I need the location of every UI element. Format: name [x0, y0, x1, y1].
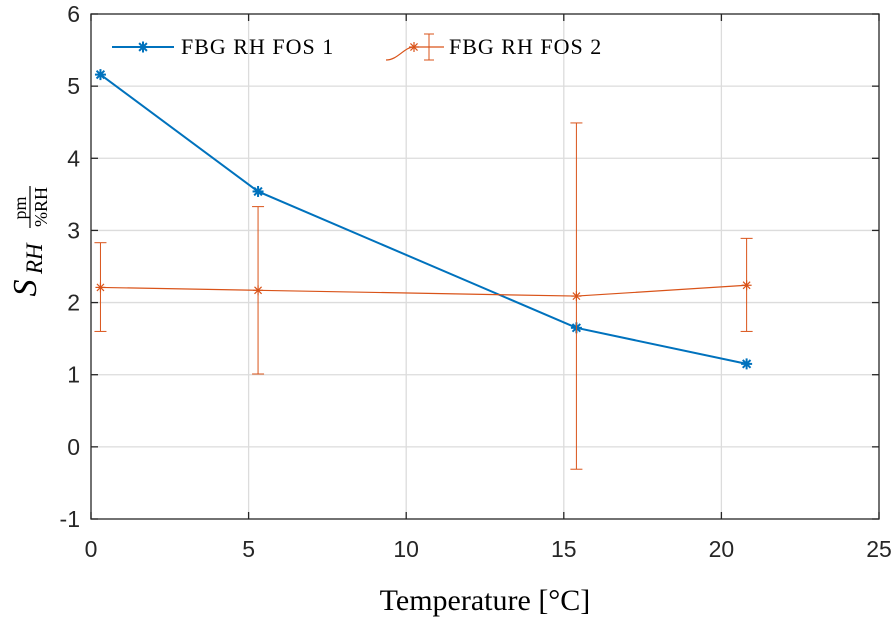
data-point [95, 282, 106, 293]
series-line [99, 73, 747, 365]
legend-marker-series-1 [137, 41, 149, 53]
y-axis-title-fraction-denominator: %RH [31, 187, 51, 227]
legend-marker-series-2 [409, 42, 419, 52]
y-axis-title-main: S [7, 280, 44, 297]
y-axis-title: S RH pm %RH [7, 186, 51, 297]
y-axis-title-sub: RH [22, 242, 47, 275]
y-axis-title-fraction-numerator: pm [10, 196, 30, 219]
y-tick-label: 5 [67, 73, 80, 99]
plot-frame [90, 13, 880, 520]
y-tick-label: 3 [67, 217, 80, 243]
y-tick-label: -1 [60, 506, 80, 532]
x-tick-label: 20 [709, 536, 735, 562]
x-tick-label: 15 [551, 536, 577, 562]
data-point [571, 291, 582, 302]
legend-label-series-2: FBG RH FOS 2 [449, 34, 602, 59]
y-tick-label: 1 [67, 362, 80, 388]
series-line [100, 284, 747, 297]
x-tick-label: 25 [866, 536, 892, 562]
data-point [253, 285, 264, 296]
x-tick-label: 5 [242, 536, 255, 562]
data-point [94, 69, 106, 81]
x-tick-label: 10 [393, 536, 419, 562]
data-point [252, 185, 264, 197]
y-tick-label: 4 [67, 145, 80, 171]
series-2 [94, 122, 753, 470]
grid [91, 14, 879, 519]
y-tick-label: 0 [67, 434, 80, 460]
x-axis-title: Temperature [°C] [380, 584, 591, 617]
series-1 [94, 69, 753, 370]
y-tick-label: 6 [67, 1, 80, 27]
legend: FBG RH FOS 1 FBG RH FOS 2 [112, 33, 602, 61]
x-tick-label: 0 [85, 536, 98, 562]
y-tick-label: 2 [67, 290, 80, 316]
series-layer [94, 69, 753, 470]
legend-label-series-1: FBG RH FOS 1 [181, 34, 334, 59]
data-point [741, 280, 752, 291]
data-point [741, 358, 753, 370]
plot-area [91, 14, 879, 519]
